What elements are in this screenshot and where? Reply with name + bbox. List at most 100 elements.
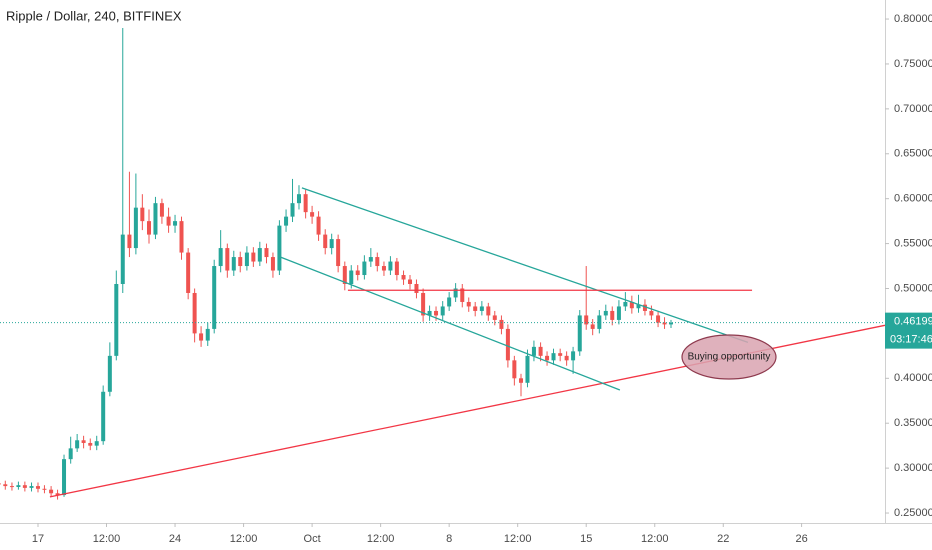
candle-body	[133, 207, 138, 249]
candle-body	[668, 322, 673, 325]
candle-body	[649, 310, 654, 316]
candle-body	[368, 257, 373, 262]
candle-body	[0, 483, 1, 485]
candle-body	[479, 306, 484, 311]
candle-body	[146, 221, 152, 235]
candle-body	[584, 315, 589, 325]
candle-body	[22, 485, 27, 488]
candle-body	[564, 355, 569, 361]
candle-body	[277, 225, 282, 271]
candle-body	[316, 216, 321, 235]
candle-body	[610, 310, 615, 320]
candle-body	[140, 207, 145, 222]
candle-body	[264, 248, 269, 258]
candle-body	[42, 488, 47, 490]
y-tick-label: 0.65000	[894, 148, 932, 160]
candle-body	[401, 275, 406, 280]
candle-body	[434, 310, 439, 316]
candle-body	[310, 212, 315, 217]
candle-body	[49, 489, 54, 494]
candle-body	[636, 304, 641, 309]
candle-body	[173, 221, 178, 226]
candle-body	[120, 234, 125, 284]
candle-body	[192, 292, 197, 334]
countdown-label: 03:17:46	[890, 334, 932, 346]
candle-body	[623, 301, 628, 307]
candle-body	[329, 239, 334, 249]
candle-body	[114, 283, 119, 356]
candle-body	[55, 493, 60, 496]
y-tick-label: 0.50000	[894, 282, 932, 294]
candle-body	[388, 261, 393, 271]
candle-body	[473, 306, 478, 311]
y-tick-label: 0.25000	[894, 507, 932, 519]
candle-body	[284, 216, 289, 226]
y-tick-label: 0.80000	[894, 13, 932, 25]
y-tick-label: 0.60000	[894, 193, 932, 205]
x-tick-label: 12:00	[230, 533, 258, 545]
candle-body	[545, 355, 550, 361]
candle-body	[512, 360, 517, 379]
candle-body	[440, 306, 445, 316]
candle-body	[75, 440, 80, 449]
candle-body	[159, 203, 164, 217]
candle-body	[453, 288, 458, 298]
annotation-ellipse	[681, 334, 777, 380]
candle-body	[531, 346, 536, 356]
candle-body	[662, 322, 667, 325]
candle-body	[421, 292, 426, 316]
candle-body	[179, 221, 184, 253]
candle-body	[571, 351, 576, 361]
candle-body	[88, 442, 93, 446]
x-tick-label: 12:00	[93, 533, 121, 545]
candle-body	[342, 266, 347, 284]
x-tick-label: 15	[580, 533, 592, 545]
candle-body	[62, 459, 67, 496]
candle-body	[362, 261, 367, 276]
candle-body	[186, 252, 191, 293]
candle-body	[290, 203, 295, 217]
candle-body	[127, 234, 132, 249]
candle-body	[238, 257, 243, 267]
candle-body	[166, 216, 171, 226]
candle-body	[616, 306, 621, 320]
last-price-label: 0.46199	[894, 316, 932, 328]
candle-body	[303, 194, 308, 213]
candle-body	[414, 283, 419, 293]
candle-body	[29, 486, 34, 488]
candle-body	[231, 257, 236, 271]
candle-body	[486, 306, 491, 316]
candle-body	[107, 355, 112, 392]
candle-body	[251, 252, 256, 262]
x-tick-label: 12:00	[641, 533, 669, 545]
y-tick-label: 0.55000	[894, 237, 932, 249]
candle-body	[499, 319, 504, 329]
candle-body	[218, 248, 223, 267]
candle-body	[270, 257, 275, 271]
candle-body	[9, 486, 14, 488]
candle-body	[447, 297, 452, 307]
x-tick-label: 12:00	[504, 533, 532, 545]
candle-body	[94, 441, 99, 446]
x-tick-label: 12:00	[367, 533, 395, 545]
trend-line	[301, 187, 749, 343]
candle-body	[296, 194, 301, 204]
candle-body	[349, 270, 354, 284]
candle-body	[558, 353, 563, 356]
candle-body	[427, 310, 432, 316]
candle-body	[3, 484, 8, 487]
x-tick-label: 26	[795, 533, 807, 545]
y-tick-label: 0.35000	[894, 417, 932, 429]
y-tick-label: 0.70000	[894, 103, 932, 115]
x-tick-label: 24	[169, 533, 181, 545]
candle-body	[466, 301, 471, 307]
candle-body	[336, 239, 341, 267]
y-tick-label: 0.40000	[894, 372, 932, 384]
trend-line	[277, 255, 621, 391]
candle-body	[551, 353, 556, 361]
x-tick-label: 17	[32, 533, 44, 545]
candle-body	[642, 304, 647, 311]
plot-area: Buying opportunity	[0, 28, 886, 500]
